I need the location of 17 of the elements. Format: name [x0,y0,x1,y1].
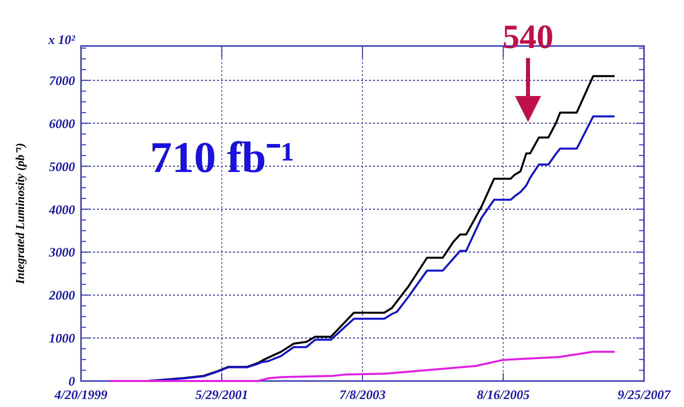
y-tick-label: 3000 [48,244,76,260]
y-tick-label: 5000 [49,158,76,174]
y-tick-label: 1000 [49,330,76,346]
y-tick-label: 2000 [48,288,76,303]
y-axis-title: Integrated Luminosity (pb⁻¹) [13,143,27,285]
text: x 10² [47,32,76,47]
annotation: 710 fb⁻¹ [150,133,294,182]
y-tick-label: 4000 [48,202,76,217]
y-tick-label: 7000 [49,72,76,88]
x-tick-label: 8/16/2005 [476,387,530,402]
y-tick-label: 0 [68,374,76,389]
x-tick-label: 7/8/2003 [339,387,386,402]
x-tick-label: 4/20/1999 [54,387,108,402]
x-tick-label: 9/25/2007 [618,387,671,402]
x-tick-label: 5/29/2001 [195,387,248,402]
y-tick-label: 6000 [49,116,76,131]
line-series [108,350,616,382]
